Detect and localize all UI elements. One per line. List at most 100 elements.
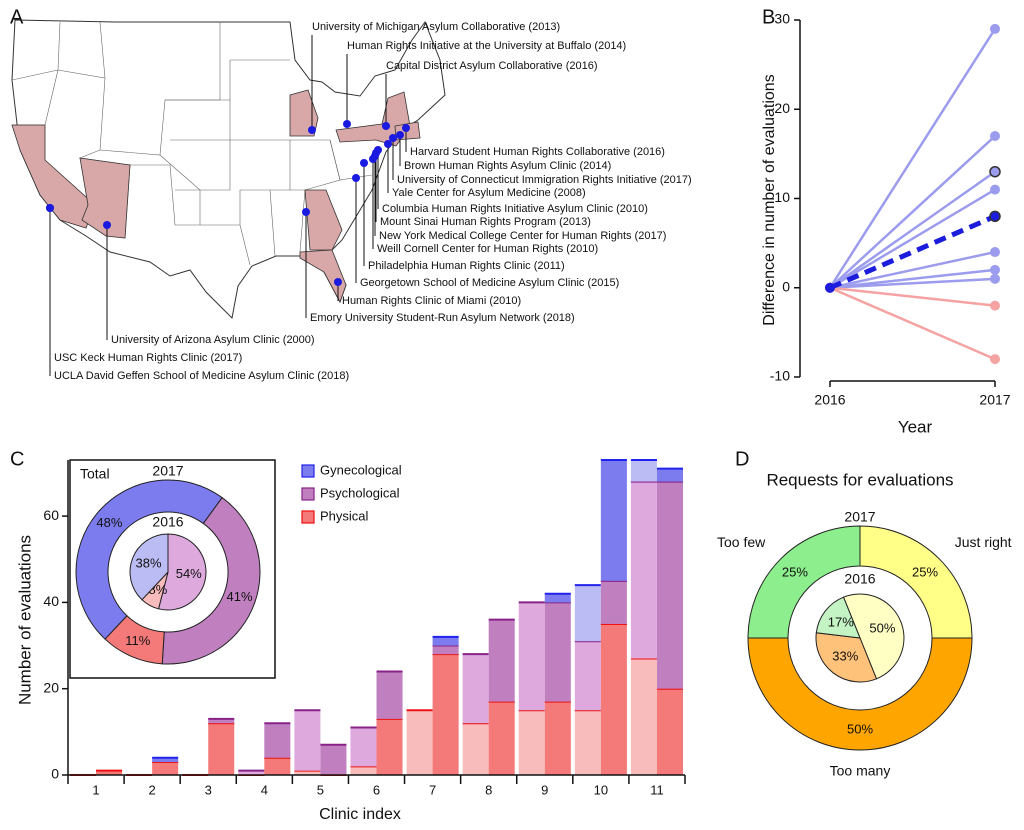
bar-segment xyxy=(376,718,403,775)
clinic-label: University of Connecticut Immigration Ri… xyxy=(397,174,692,186)
bar-segment xyxy=(152,762,179,775)
bar-segment xyxy=(518,602,545,711)
clinic-dot xyxy=(402,124,410,132)
panel-label: C xyxy=(10,448,24,470)
bar-segment xyxy=(656,688,683,775)
y-tick-label: 20 xyxy=(43,679,59,695)
series-line xyxy=(829,277,996,289)
bar-segment xyxy=(264,723,291,758)
series-line xyxy=(829,188,996,289)
legend-swatch xyxy=(301,487,315,501)
value-label: 48% xyxy=(96,515,122,530)
donut-segment xyxy=(75,479,223,640)
clinic-dot xyxy=(389,134,397,142)
bar-segment xyxy=(656,481,683,689)
value-label: 54% xyxy=(176,566,202,581)
panel-label: D xyxy=(735,448,749,470)
donut-segment xyxy=(747,525,861,639)
bar-segment xyxy=(656,468,683,482)
clinic-label: Harvard Student Human Rights Collaborati… xyxy=(410,146,665,158)
clinic-label: Brown Human Rights Asylum Clinic (2014) xyxy=(404,160,611,172)
clinic-label: Human Rights Initiative at the Universit… xyxy=(347,40,626,52)
legend-swatch xyxy=(301,510,315,524)
bar-segment xyxy=(432,636,459,646)
donut-segment xyxy=(815,632,878,683)
bar-segment xyxy=(432,645,459,655)
bar-segment xyxy=(544,593,571,603)
highlight-state xyxy=(11,124,96,229)
x-tick-label: 6 xyxy=(373,782,380,797)
clinic-label: Yale Center for Asylum Medicine (2008) xyxy=(392,187,586,199)
state-lines xyxy=(239,224,251,266)
bar-segment xyxy=(238,770,265,775)
bar-segment xyxy=(264,757,291,775)
y-tick-label: 20 xyxy=(774,100,790,116)
bar-segment xyxy=(600,623,627,775)
value-label: 38% xyxy=(136,556,162,571)
bar-segment xyxy=(320,744,347,775)
state-lines xyxy=(165,59,290,101)
donut-segment xyxy=(815,596,861,639)
panel-label: A xyxy=(10,6,24,28)
clinic-label: Human Rights Clinic of Miami (2010) xyxy=(342,295,521,307)
value-label: 50% xyxy=(869,620,895,635)
bar-segment xyxy=(600,460,627,581)
clinic-label: UCLA David Geffen School of Medicine Asy… xyxy=(54,370,349,382)
state-lines xyxy=(329,139,373,181)
ring-label: 2016 xyxy=(152,514,183,530)
bar-segment xyxy=(544,602,571,702)
y-tick-label: -10 xyxy=(770,368,790,384)
clinic-dot xyxy=(334,278,342,286)
ring-label: 2017 xyxy=(152,463,183,479)
bar-segment xyxy=(208,723,235,775)
series-line xyxy=(829,268,996,289)
bar-segment xyxy=(406,710,433,775)
clinic-dot xyxy=(360,159,368,167)
value-label: 33% xyxy=(832,649,858,664)
clinic-label: University of Michigan Asylum Collaborat… xyxy=(312,21,560,33)
clinic-dot xyxy=(382,122,390,130)
donut-segment xyxy=(157,533,207,611)
y-tick-label: 40 xyxy=(43,593,59,609)
x-tick-label: 10 xyxy=(594,782,608,797)
series-line xyxy=(829,286,996,307)
clinic-label: New York Medical College Center for Huma… xyxy=(379,230,666,242)
clinic-dot xyxy=(103,221,111,229)
value-label: 25% xyxy=(912,564,938,579)
bar-segment xyxy=(488,619,515,702)
x-tick-label: 8 xyxy=(485,782,492,797)
x-tick-label: 11 xyxy=(650,782,664,797)
clinic-dot xyxy=(384,140,392,148)
x-tick-label: 2017 xyxy=(979,392,1010,408)
x-tick-label: 3 xyxy=(205,782,212,797)
clinic-label: Emory University Student-Run Asylum Netw… xyxy=(310,312,575,324)
bar-segment xyxy=(350,727,377,767)
donut-segment xyxy=(747,637,973,751)
category-label: Too few xyxy=(717,534,766,550)
bar-segment xyxy=(544,701,571,775)
x-tick-label: 5 xyxy=(317,782,324,797)
clinic-dot xyxy=(343,120,351,128)
series-point xyxy=(990,273,1000,284)
bar-segment xyxy=(574,585,601,642)
bar-segment xyxy=(518,710,545,775)
series-line xyxy=(829,135,996,289)
state-lines xyxy=(170,139,231,191)
clinic-dot xyxy=(308,126,316,134)
y-tick-label: 30 xyxy=(774,11,790,27)
x-tick-label: 2016 xyxy=(814,392,845,408)
y-tick-label: 0 xyxy=(782,278,790,294)
value-label: 17% xyxy=(828,615,854,630)
bar-segment xyxy=(630,481,657,659)
series-point xyxy=(825,282,835,293)
highlight-state xyxy=(289,89,319,137)
us-outline xyxy=(11,19,446,320)
bar-segment xyxy=(462,723,489,775)
series-point xyxy=(990,131,1000,142)
bar-segment xyxy=(376,671,403,719)
state-lines xyxy=(130,154,201,226)
clinic-label: Capital District Asylum Collaborative (2… xyxy=(386,60,598,72)
bar-segment xyxy=(462,654,489,724)
state-lines xyxy=(99,22,221,156)
y-tick-label: 60 xyxy=(43,507,59,523)
